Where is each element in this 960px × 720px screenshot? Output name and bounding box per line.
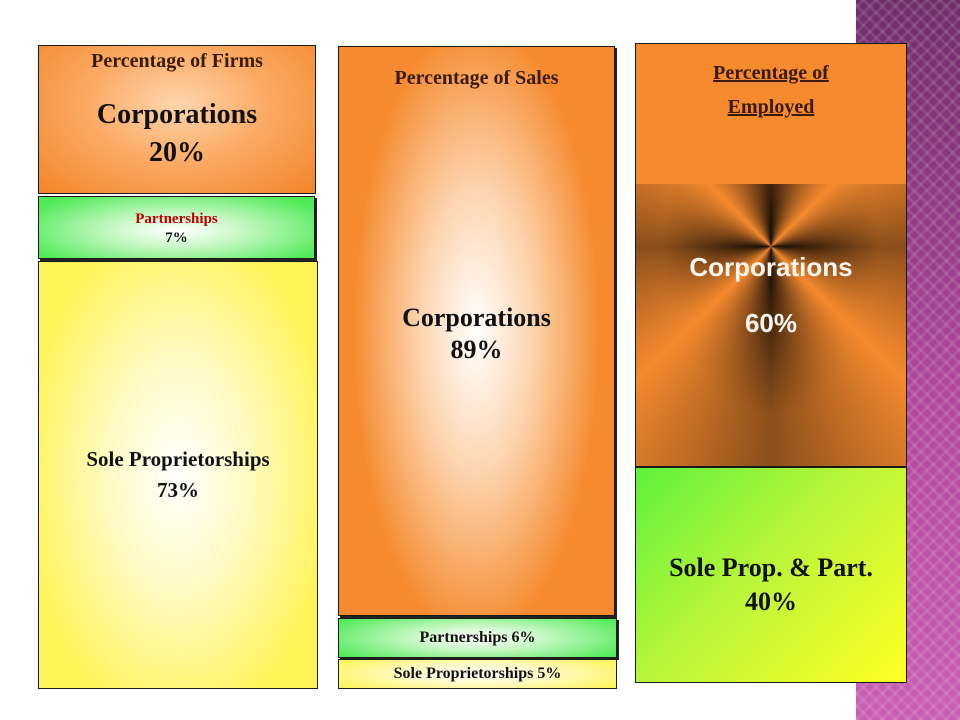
sales-corporations-label: Corporations	[402, 303, 551, 332]
firms-sole-proprietorships-bar: Sole Proprietorships 73%	[38, 261, 318, 689]
employed-corporations-value: 60%	[744, 308, 798, 338]
employed-sole-prop-value: 40%	[745, 587, 797, 616]
employed-chart-title-line1: Percentage of	[713, 62, 829, 84]
sales-partnerships-bar: Partnerships 6%	[338, 618, 617, 658]
firms-partnerships-label: Partnerships	[135, 210, 218, 227]
sales-chart-title: Percentage of Sales	[394, 67, 559, 89]
sales-partnerships-label: Partnerships	[419, 629, 508, 646]
sales-corporations-value: 89%	[450, 335, 503, 364]
employed-sole-prop-label: Sole Prop. & Part.	[669, 553, 873, 582]
firms-corporations-value: 20%	[148, 136, 205, 168]
employed-chart-title-line2: Employed	[727, 96, 815, 118]
firms-chart-title: Percentage of Firms	[91, 50, 263, 72]
firms-sole-value: 73%	[157, 478, 199, 502]
firms-sole-label: Sole Proprietorships	[86, 447, 270, 471]
firms-partnerships-bar: Partnerships 7%	[38, 196, 315, 259]
employed-sole-prop-part-bar: Sole Prop. & Part. 40%	[635, 467, 907, 683]
sales-sole-proprietorships-bar: Sole Proprietorships 5%	[338, 659, 617, 689]
sales-corporations-bar: Percentage of Sales Corporations 89%	[338, 46, 615, 616]
sales-partnerships-value: 6%	[511, 629, 536, 646]
sales-sole-label: Sole Proprietorships	[393, 665, 534, 682]
sales-sole-value: 5%	[537, 665, 562, 682]
firms-corporations-bar: Percentage of Firms Corporations 20%	[38, 45, 316, 194]
firms-corporations-label: Corporations	[96, 98, 258, 130]
firms-partnerships-value: 7%	[165, 229, 188, 246]
employed-corporations-bar: Percentage of Employed Corporations 60%	[635, 43, 907, 467]
employed-corporations-label: Corporations	[689, 252, 853, 282]
